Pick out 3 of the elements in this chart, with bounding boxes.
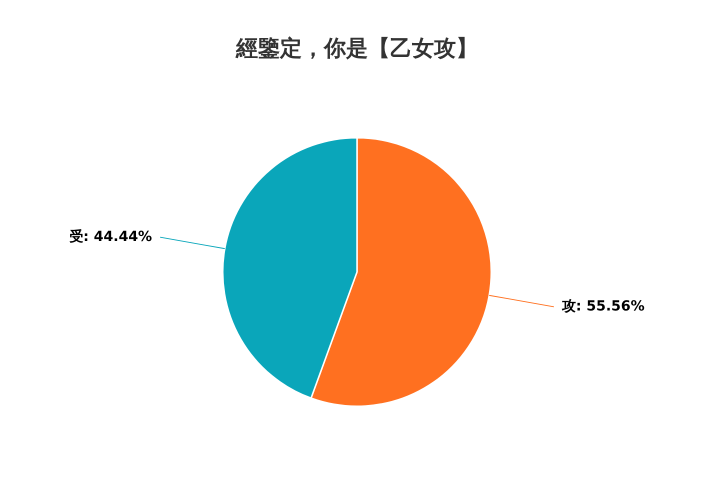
slice-label: 受: 44.44% xyxy=(68,228,152,245)
chart-title: 經鑒定，你是【乙女攻】 xyxy=(235,36,478,62)
slice-label: 攻: 55.56% xyxy=(560,298,645,314)
